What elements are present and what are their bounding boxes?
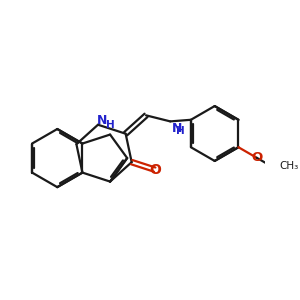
Text: CH₃: CH₃ xyxy=(280,161,299,171)
Text: N: N xyxy=(172,122,182,135)
Text: O: O xyxy=(149,163,161,177)
Text: H: H xyxy=(106,120,115,130)
Text: N: N xyxy=(97,114,107,127)
Text: O: O xyxy=(252,151,263,164)
Text: H: H xyxy=(176,126,185,136)
